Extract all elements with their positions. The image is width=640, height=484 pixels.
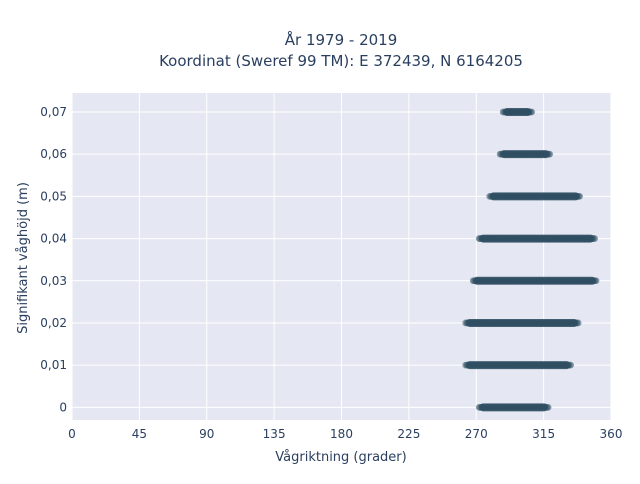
data-point xyxy=(546,150,554,158)
y-axis-ticks: 0 0,01 0,02 0,03 0,04 0,05 0,06 0,07 xyxy=(40,105,67,414)
y-axis-label: Signifikant våghöjd (m) xyxy=(16,182,31,334)
y-tick-label: 0,06 xyxy=(40,147,67,161)
x-axis-ticks: 0 45 90 135 180 225 270 315 360 xyxy=(68,427,622,441)
x-tick-label: 180 xyxy=(330,427,353,441)
data-point xyxy=(574,319,582,327)
data-point xyxy=(544,403,552,411)
y-tick-label: 0,02 xyxy=(40,316,67,330)
data-point xyxy=(591,235,598,242)
y-tick-label: 0,05 xyxy=(40,189,67,203)
y-tick-label: 0,03 xyxy=(40,274,67,288)
data-point xyxy=(528,108,536,116)
x-tick-label: 135 xyxy=(263,427,286,441)
x-tick-label: 225 xyxy=(397,427,420,441)
data-point xyxy=(567,361,574,369)
data-points xyxy=(462,107,600,412)
chart-title-line-2: Koordinat (Sweref 99 TM): E 372439, N 61… xyxy=(159,52,523,70)
x-tick-label: 0 xyxy=(68,427,76,441)
y-tick-label: 0,01 xyxy=(40,358,67,372)
data-point xyxy=(576,192,583,200)
x-tick-label: 90 xyxy=(199,427,214,441)
y-tick-label: 0,04 xyxy=(40,232,67,246)
y-tick-label: 0 xyxy=(59,400,67,414)
data-point xyxy=(592,277,600,285)
x-tick-label: 270 xyxy=(465,427,488,441)
y-tick-label: 0,07 xyxy=(40,105,67,119)
x-tick-label: 315 xyxy=(532,427,555,441)
x-tick-label: 360 xyxy=(600,427,623,441)
x-axis-label: Vågriktning (grader) xyxy=(275,450,406,465)
chart-title-line-1: År 1979 - 2019 xyxy=(285,30,398,49)
x-tick-label: 45 xyxy=(132,427,147,441)
